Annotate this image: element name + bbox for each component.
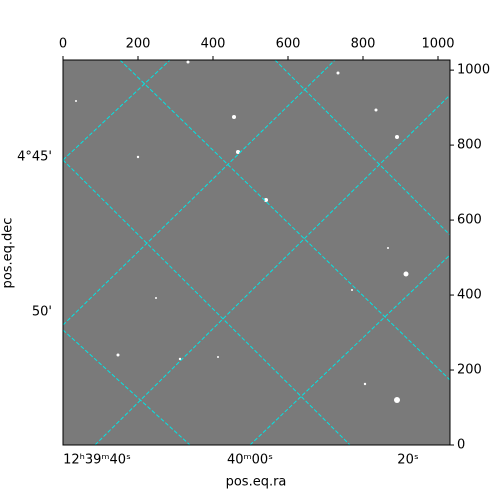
x-tick-label: 800 [351, 37, 376, 52]
frame [62, 59, 451, 446]
sky-image [63, 60, 450, 445]
ra-tick-label: 40ᵐ00ˢ [227, 453, 273, 468]
dec-tick-label: 4°45' [17, 150, 52, 165]
ra-tick-label: 20ˢ [397, 453, 419, 468]
x-tick-label: 400 [201, 37, 226, 52]
x-tick-label: 600 [276, 37, 301, 52]
y-tick-label: 200 [457, 363, 482, 378]
y-tick-label: 400 [457, 288, 482, 303]
ra-tick-label: 12ʰ39ᵐ40ˢ [63, 453, 131, 468]
y-axis-label: pos.eq.dec [1, 218, 16, 289]
x-tick-label: 1000 [421, 37, 454, 52]
y-tick-label: 800 [457, 138, 482, 153]
y-tick-label: 0 [457, 438, 465, 453]
x-tick-label: 200 [126, 37, 151, 52]
dec-tick-label: 50' [32, 305, 52, 320]
y-tick-label: 600 [457, 213, 482, 228]
x-tick-label: 0 [59, 37, 67, 52]
y-tick-label: 1000 [457, 63, 490, 78]
stars [75, 60, 409, 403]
x-axis-label: pos.eq.ra [226, 475, 287, 490]
world-grid [63, 60, 450, 445]
